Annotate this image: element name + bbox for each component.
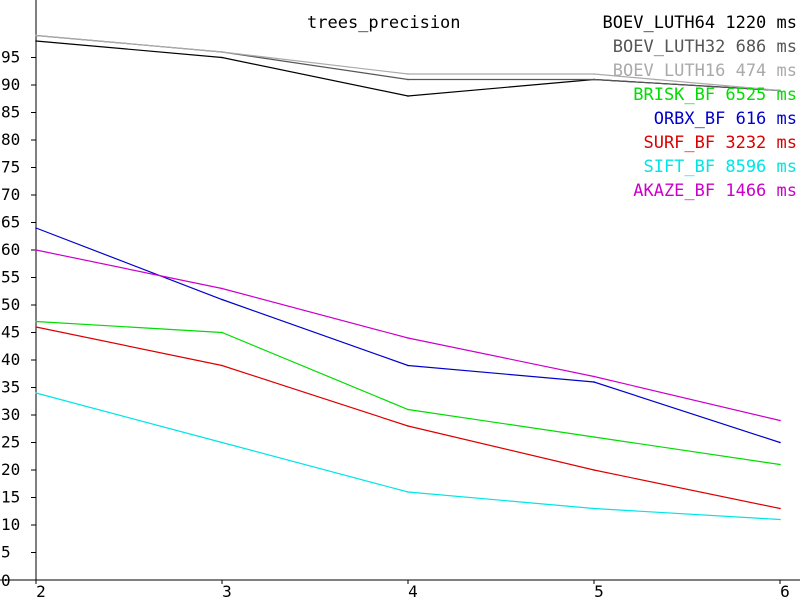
y-tick-label: 90 [1,75,20,94]
data-point-akaze-bf [407,337,409,339]
data-point-boev-luth64 [407,95,409,97]
data-point-brisk-bf [593,436,595,438]
y-tick-label: 5 [1,543,11,562]
data-point-brisk-bf [35,320,37,323]
y-tick-label: 20 [1,460,20,479]
data-point-boev-luth32 [593,78,595,81]
series-line-brisk-bf [35,320,781,466]
y-tick-label: 10 [1,515,20,534]
data-point-boev-luth16 [407,73,409,75]
data-point-orbx-bf [593,381,595,383]
data-point-surf-bf [221,364,223,367]
y-tick-label: 0 [1,571,11,590]
x-tick-label: 4 [408,582,418,600]
y-tick-label: 15 [1,488,20,507]
data-point-boev-luth32 [407,78,409,81]
data-point-boev-luth64 [221,56,223,59]
y-tick-label: 95 [1,48,20,67]
x-tick-label: 5 [594,582,604,600]
data-point-orbx-bf [779,441,781,444]
data-point-sift-bf [407,491,409,493]
data-point-surf-bf [779,507,781,510]
legend-entry-orbx-bf: ORBX_BF 616 ms [654,109,797,129]
y-tick-label: 70 [1,185,20,204]
legend-entry-akaze-bf: AKAZE_BF 1466 ms [633,181,797,201]
y-tick-label: 60 [1,240,20,259]
data-point-boev-luth64 [35,40,37,42]
data-point-akaze-bf [221,287,223,290]
y-tick-label: 35 [1,378,20,397]
data-point-brisk-bf [779,463,781,466]
data-point-sift-bf [35,392,37,394]
y-tick-label: 40 [1,350,20,369]
data-point-akaze-bf [593,375,595,378]
series-line-sift-bf [35,392,781,521]
legend: trees_precision BOEV_LUTH64 1220 ms BOEV_… [307,13,797,201]
legend-entry-sift-bf: SIFT_BF 8596 ms [643,157,797,177]
data-point-sift-bf [593,507,595,510]
data-point-akaze-bf [35,249,37,251]
data-point-sift-bf [221,441,223,444]
y-tick-label: 75 [1,158,20,177]
y-tick-label: 30 [1,405,20,424]
legend-entry-brisk-bf: BRISK_BF 6525 ms [633,85,797,105]
x-tick-label: 6 [780,582,790,600]
data-point-surf-bf [407,425,409,427]
legend-entry-boev-luth64: BOEV_LUTH64 1220 ms [603,13,797,33]
legend-entry-boev-luth32: BOEV_LUTH32 686 ms [613,37,797,57]
y-tick-label: 45 [1,323,20,342]
data-point-orbx-bf [407,364,409,367]
x-tick-label: 2 [36,582,46,600]
y-tick-label: 85 [1,103,20,122]
y-tick-label: 80 [1,130,20,149]
data-point-orbx-bf [221,298,223,301]
series-line-orbx-bf [35,227,781,444]
data-point-orbx-bf [35,227,37,229]
data-point-akaze-bf [779,419,781,422]
data-point-surf-bf [35,326,37,328]
series-lines [35,34,781,521]
data-point-sift-bf [779,518,781,521]
data-point-boev-luth16 [593,73,595,75]
data-point-surf-bf [593,469,595,471]
x-tick-label: 3 [222,582,232,600]
chart-title: trees_precision [307,13,461,33]
data-point-brisk-bf [221,331,223,334]
legend-entry-boev-luth16: BOEV_LUTH16 474 ms [613,61,797,81]
series-line-akaze-bf [35,249,781,422]
legend-entry-surf-bf: SURF_BF 3232 ms [643,133,797,153]
data-point-boev-luth16 [221,51,223,53]
y-tick-label: 25 [1,433,20,452]
data-point-boev-luth16 [779,89,781,92]
data-point-boev-luth16 [35,34,37,37]
data-point-brisk-bf [407,408,409,411]
y-tick-label: 65 [1,213,20,232]
series-line-surf-bf [35,326,781,510]
y-tick-label: 55 [1,268,20,287]
y-tick-label: 50 [1,295,20,314]
